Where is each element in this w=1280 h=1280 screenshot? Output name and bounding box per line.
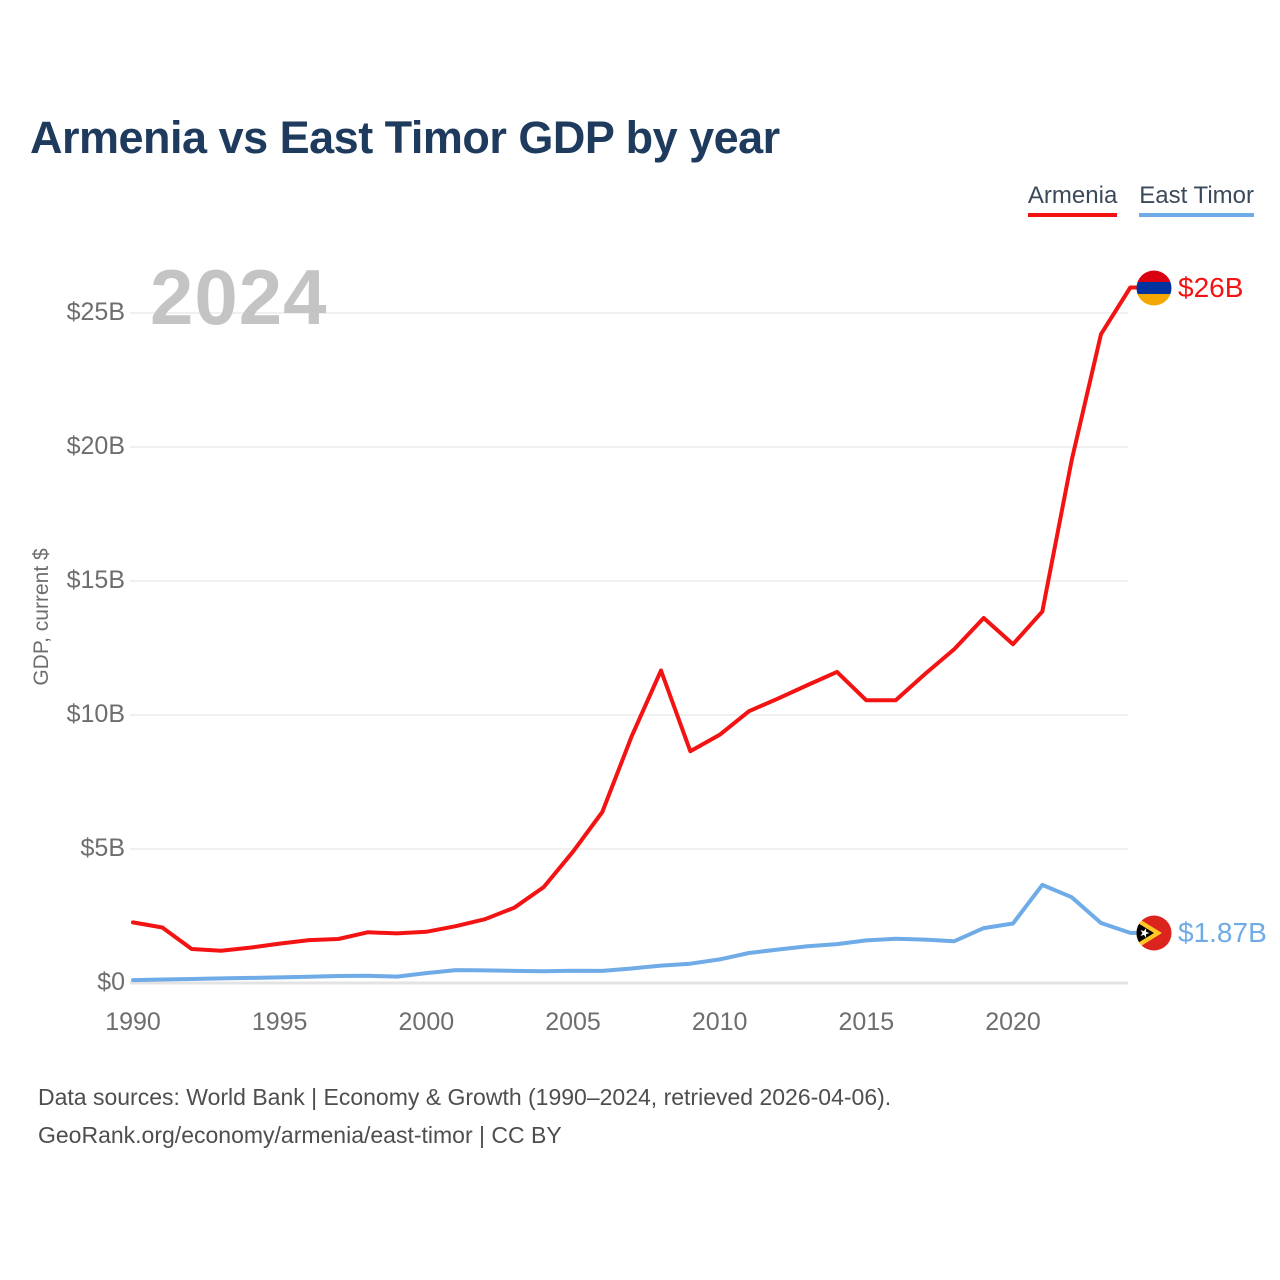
x-axis-tick-label: 1990: [105, 1008, 161, 1036]
y-axis-tick-label: $20B: [66, 431, 125, 460]
y-axis-tick-label: $0: [97, 967, 125, 996]
x-axis-tick-label: 1995: [251, 1008, 308, 1036]
y-axis-title: GDP, current $: [30, 548, 53, 686]
legend-label-east-timor[interactable]: East Timor: [1139, 182, 1254, 217]
footer-sources: Data sources: World Bank | Economy & Gro…: [38, 1084, 892, 1110]
east-timor-flag-icon: [1136, 915, 1172, 951]
end-label-east-timor: $1.87B: [1136, 915, 1267, 951]
legend-item-east-timor[interactable]: East Timor: [1139, 182, 1254, 217]
legend: Armenia East Timor: [1027, 182, 1254, 217]
legend-label-armenia[interactable]: Armenia: [1027, 182, 1118, 217]
x-axis-tick-label: 2015: [838, 1008, 895, 1036]
y-axis-tick-label: $10B: [66, 699, 125, 728]
footer-attribution: GeoRank.org/economy/armenia/east-timor |…: [38, 1122, 562, 1148]
y-axis-tick-label: $15B: [66, 565, 125, 594]
y-axis-tick-label: $5B: [80, 833, 125, 862]
x-axis-tick-label: 2020: [985, 1008, 1041, 1036]
y-axis-tick-label: $25B: [66, 297, 125, 326]
x-axis-tick-label: 2000: [398, 1008, 455, 1036]
end-value-east-timor: $1.87B: [1178, 917, 1267, 948]
series-line-east-timor[interactable]: [131, 882, 1141, 983]
end-value-armenia: $26B: [1178, 272, 1244, 303]
legend-item-armenia[interactable]: Armenia: [1027, 182, 1118, 217]
series-line-armenia[interactable]: [131, 285, 1141, 953]
x-axis-tick-label: 2010: [691, 1008, 748, 1036]
end-label-armenia: $26B: [1136, 270, 1243, 306]
page-title: Armenia vs East Timor GDP by year: [30, 112, 780, 163]
year-watermark: 2024: [150, 253, 328, 341]
armenia-flag-icon: [1136, 270, 1172, 306]
x-axis-tick-label: 2005: [545, 1008, 601, 1036]
